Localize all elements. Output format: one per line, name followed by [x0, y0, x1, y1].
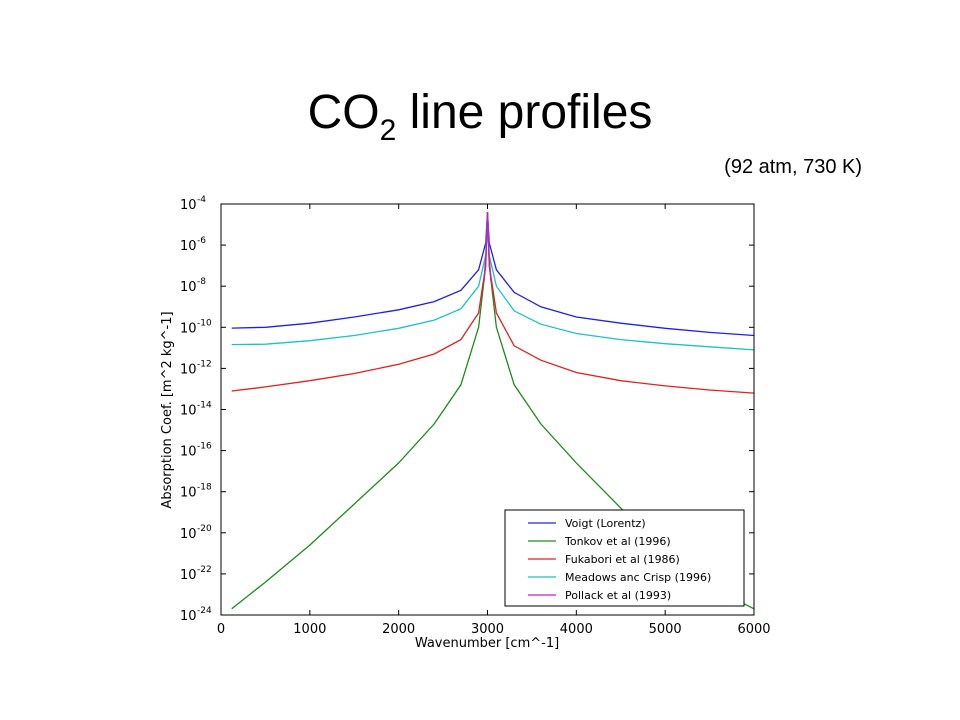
legend-label-1: Tonkov et al (1996)	[564, 535, 671, 548]
series-layer	[231, 212, 755, 610]
y-tick-label: 10 -4	[180, 195, 206, 213]
y-tick-label: 10 -16	[180, 442, 212, 460]
svg-text:10: 10	[180, 362, 197, 377]
slide-title-main: CO	[307, 86, 380, 139]
y-tick-label: 10 -6	[180, 236, 206, 254]
legend-box	[504, 509, 745, 607]
x-tick-label: 4000	[560, 622, 593, 637]
svg-text:10: 10	[180, 609, 197, 624]
svg-text:-10: -10	[197, 318, 212, 328]
svg-text:-22: -22	[197, 565, 212, 575]
y-tick-label: 10 -8	[180, 277, 206, 295]
y-tick-label: 10 -14	[180, 401, 212, 419]
y-tick-label: 10 -22	[180, 565, 212, 583]
svg-text:10: 10	[180, 445, 197, 460]
svg-text:-20: -20	[197, 524, 212, 534]
svg-text:-14: -14	[197, 401, 212, 411]
y-tick-label: 10 -18	[180, 483, 212, 501]
x-tick-label: 6000	[737, 622, 770, 637]
x-tick-label: 1000	[293, 622, 326, 637]
y-tick-label: 10 -10	[180, 318, 212, 336]
series-line-0	[231, 212, 755, 337]
series-line-2	[231, 212, 755, 394]
series-line-4	[483, 212, 492, 283]
y-axis-label: Absorption Coef. [m^2 kg^-1]	[160, 311, 175, 508]
x-tick-label: 3000	[471, 622, 504, 637]
x-tick-label: 2000	[382, 622, 415, 637]
slide-title-subscript: 2	[379, 114, 397, 147]
y-tick-label: 10 -20	[180, 524, 212, 542]
svg-text:10: 10	[180, 239, 197, 254]
slide-title: CO2 line profiles	[0, 78, 960, 148]
svg-text:10: 10	[180, 198, 197, 213]
svg-text:-12: -12	[197, 359, 212, 369]
legend-label-0: Voigt (Lorentz)	[565, 517, 646, 530]
svg-text:-6: -6	[197, 236, 206, 246]
svg-text:-18: -18	[197, 483, 212, 493]
slide-title-rest: line profiles	[396, 86, 653, 139]
svg-text:10: 10	[180, 404, 197, 419]
svg-text:10: 10	[180, 568, 197, 583]
x-tick-label: 0	[217, 622, 225, 637]
x-tick-label: 5000	[649, 622, 682, 637]
svg-text:-16: -16	[197, 442, 212, 452]
legend-label-4: Pollack et al (1993)	[565, 589, 671, 602]
svg-text:10: 10	[180, 486, 197, 501]
svg-text:10: 10	[180, 280, 197, 295]
svg-text:-8: -8	[197, 277, 206, 287]
slide-subtitle: (92 atm, 730 K)	[724, 156, 862, 178]
x-axis-label: Wavenumber [cm^-1]	[415, 636, 559, 651]
legend-label-2: Fukabori et al (1986)	[565, 553, 680, 566]
svg-text:10: 10	[180, 321, 197, 336]
y-tick-label: 10 -12	[180, 359, 212, 377]
svg-text:10: 10	[180, 527, 197, 542]
svg-text:-24: -24	[197, 606, 212, 616]
svg-text:-4: -4	[197, 195, 206, 205]
legend: Voigt (Lorentz) Tonkov et al (1996) Fukabo…	[504, 509, 745, 607]
legend-label-3: Meadows anc Crisp (1996)	[565, 571, 711, 584]
y-tick-label: 10 -24	[180, 606, 212, 624]
